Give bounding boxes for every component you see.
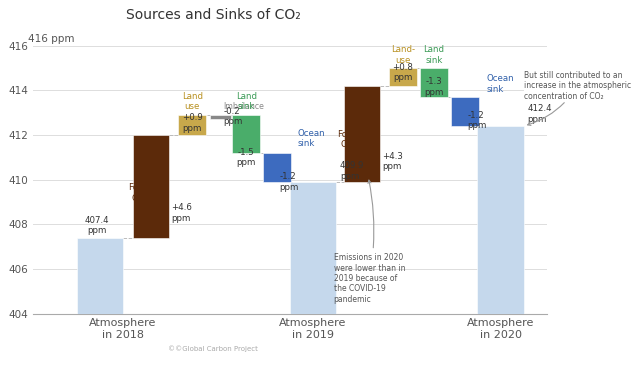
Bar: [451, 97, 479, 126]
Text: 407.4
ppm: 407.4 ppm: [85, 216, 109, 235]
Bar: [263, 153, 291, 182]
Text: Land
sink: Land sink: [423, 45, 444, 65]
Text: Land-
use: Land- use: [391, 45, 415, 65]
Text: -1.5
ppm: -1.5 ppm: [237, 148, 256, 167]
Bar: [420, 68, 448, 97]
Text: 409.9
ppm: 409.9 ppm: [340, 161, 364, 181]
Bar: [178, 115, 207, 135]
Text: 412.4
ppm: 412.4 ppm: [527, 104, 552, 124]
Text: Ocean
sink: Ocean sink: [298, 129, 325, 148]
Bar: [77, 238, 123, 313]
Bar: [133, 135, 169, 238]
Bar: [232, 115, 260, 153]
Bar: [389, 68, 417, 86]
Text: 416 ppm: 416 ppm: [28, 34, 74, 44]
Text: +0.9
ppm: +0.9 ppm: [182, 113, 203, 132]
Bar: [290, 182, 336, 313]
Text: Fossil
CO₂: Fossil CO₂: [337, 130, 361, 149]
Text: ©©Global Carbon Project: ©©Global Carbon Project: [168, 345, 258, 352]
Text: +4.3
ppm: +4.3 ppm: [383, 152, 403, 171]
Bar: [344, 86, 380, 182]
Bar: [477, 126, 524, 313]
Text: But still contributed to an
increase in the atmospheric
concentration of CO₂: But still contributed to an increase in …: [524, 71, 631, 126]
Text: -1.3
ppm: -1.3 ppm: [424, 77, 444, 97]
Text: Land
sink: Land sink: [236, 92, 257, 112]
Text: Imbalance: Imbalance: [223, 102, 264, 112]
Text: Sources and Sinks of CO₂: Sources and Sinks of CO₂: [125, 8, 300, 22]
Text: Fossil
CO₂: Fossil CO₂: [128, 183, 152, 203]
Text: -0.2
ppm: -0.2 ppm: [223, 106, 243, 126]
Text: +0.8
ppm: +0.8 ppm: [392, 63, 413, 83]
Bar: [211, 115, 231, 119]
Text: +4.6
ppm: +4.6 ppm: [171, 203, 191, 223]
Text: -1.2
ppm: -1.2 ppm: [280, 172, 299, 192]
Text: Emissions in 2020
were lower than in
2019 because of
the COVID-19
pandemic: Emissions in 2020 were lower than in 201…: [333, 180, 405, 304]
Text: Land
use: Land use: [182, 92, 203, 112]
Text: -1.2
ppm: -1.2 ppm: [467, 111, 486, 130]
Text: Ocean
sink: Ocean sink: [486, 74, 514, 94]
